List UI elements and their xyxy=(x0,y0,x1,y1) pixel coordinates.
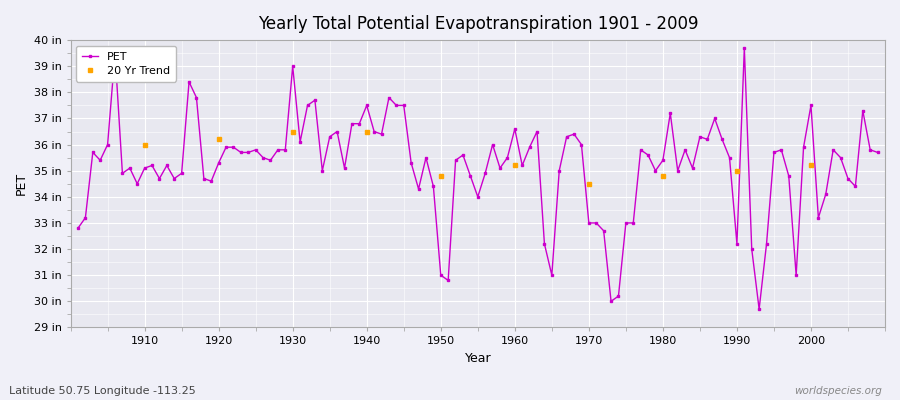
X-axis label: Year: Year xyxy=(464,352,491,365)
20 Yr Trend xyxy=(213,137,224,142)
Legend: PET, 20 Yr Trend: PET, 20 Yr Trend xyxy=(76,46,176,82)
PET xyxy=(872,150,883,155)
PET xyxy=(294,140,305,144)
PET xyxy=(739,46,750,50)
Title: Yearly Total Potential Evapotranspiration 1901 - 2009: Yearly Total Potential Evapotranspiratio… xyxy=(257,15,698,33)
20 Yr Trend xyxy=(361,129,372,134)
20 Yr Trend xyxy=(658,174,669,178)
20 Yr Trend xyxy=(583,181,594,186)
20 Yr Trend xyxy=(509,163,520,168)
PET xyxy=(509,126,520,131)
Line: PET: PET xyxy=(76,46,879,310)
PET xyxy=(339,166,350,170)
PET xyxy=(131,181,142,186)
PET xyxy=(73,226,84,230)
20 Yr Trend xyxy=(732,168,742,173)
PET xyxy=(598,228,609,233)
20 Yr Trend xyxy=(436,174,446,178)
Y-axis label: PET: PET xyxy=(15,172,28,195)
PET xyxy=(753,307,764,312)
20 Yr Trend xyxy=(806,163,816,168)
20 Yr Trend xyxy=(140,142,150,147)
PET xyxy=(502,155,513,160)
20 Yr Trend xyxy=(287,129,298,134)
Text: Latitude 50.75 Longitude -113.25: Latitude 50.75 Longitude -113.25 xyxy=(9,386,196,396)
Line: 20 Yr Trend: 20 Yr Trend xyxy=(143,130,813,186)
Text: worldspecies.org: worldspecies.org xyxy=(794,386,882,396)
